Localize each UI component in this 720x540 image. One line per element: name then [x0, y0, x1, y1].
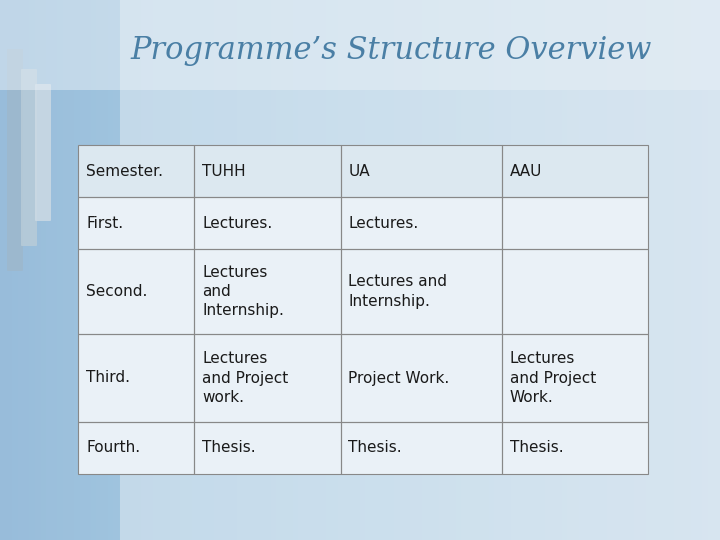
Bar — [194, 422, 341, 474]
Bar — [502, 197, 648, 249]
Bar — [78, 334, 194, 422]
Bar — [502, 145, 648, 197]
Text: UA: UA — [348, 164, 370, 179]
Bar — [341, 145, 502, 197]
Bar — [502, 249, 648, 334]
Text: TUHH: TUHH — [202, 164, 246, 179]
Bar — [194, 145, 341, 197]
FancyBboxPatch shape — [21, 69, 37, 246]
Bar — [341, 422, 502, 474]
Text: Thesis.: Thesis. — [202, 441, 256, 456]
Text: Lectures and
Internship.: Lectures and Internship. — [348, 274, 448, 308]
Text: Lectures.: Lectures. — [202, 215, 272, 231]
Text: Third.: Third. — [86, 370, 130, 386]
Bar — [194, 197, 341, 249]
Text: Thesis.: Thesis. — [348, 441, 402, 456]
Bar — [502, 334, 648, 422]
Bar — [194, 422, 341, 474]
Text: Lectures
and
Internship.: Lectures and Internship. — [202, 265, 284, 318]
Text: Programme’s Structure Overview: Programme’s Structure Overview — [130, 35, 652, 65]
Bar — [502, 334, 648, 422]
Bar — [194, 249, 341, 334]
Text: First.: First. — [86, 215, 123, 231]
Bar — [502, 249, 648, 334]
Bar — [341, 334, 502, 422]
Bar — [341, 422, 502, 474]
Bar — [341, 249, 502, 334]
Bar — [194, 197, 341, 249]
Text: Thesis.: Thesis. — [510, 441, 563, 456]
Text: Lectures.: Lectures. — [348, 215, 419, 231]
Text: Project Work.: Project Work. — [348, 370, 450, 386]
Bar — [194, 249, 341, 334]
Bar — [78, 197, 194, 249]
Bar — [78, 145, 194, 197]
Bar — [502, 422, 648, 474]
Text: Fourth.: Fourth. — [86, 441, 140, 456]
Bar — [78, 249, 194, 334]
Bar — [78, 422, 194, 474]
Text: Lectures
and Project
Work.: Lectures and Project Work. — [510, 352, 596, 404]
FancyBboxPatch shape — [7, 49, 23, 271]
Bar — [78, 249, 194, 334]
Text: Second.: Second. — [86, 284, 148, 299]
Bar — [78, 422, 194, 474]
Bar — [502, 197, 648, 249]
Bar — [502, 145, 648, 197]
Bar — [341, 145, 502, 197]
Bar — [78, 197, 194, 249]
Bar — [341, 249, 502, 334]
Bar — [502, 422, 648, 474]
Bar — [341, 334, 502, 422]
Bar — [78, 334, 194, 422]
Bar — [194, 334, 341, 422]
Bar — [341, 197, 502, 249]
Bar — [341, 197, 502, 249]
FancyBboxPatch shape — [35, 84, 51, 221]
Bar — [120, 0, 720, 540]
Bar — [0, 0, 720, 90]
Text: Lectures
and Project
work.: Lectures and Project work. — [202, 352, 289, 404]
Bar — [194, 145, 341, 197]
Text: Semester.: Semester. — [86, 164, 163, 179]
Bar — [78, 145, 194, 197]
Bar — [194, 334, 341, 422]
Text: AAU: AAU — [510, 164, 542, 179]
